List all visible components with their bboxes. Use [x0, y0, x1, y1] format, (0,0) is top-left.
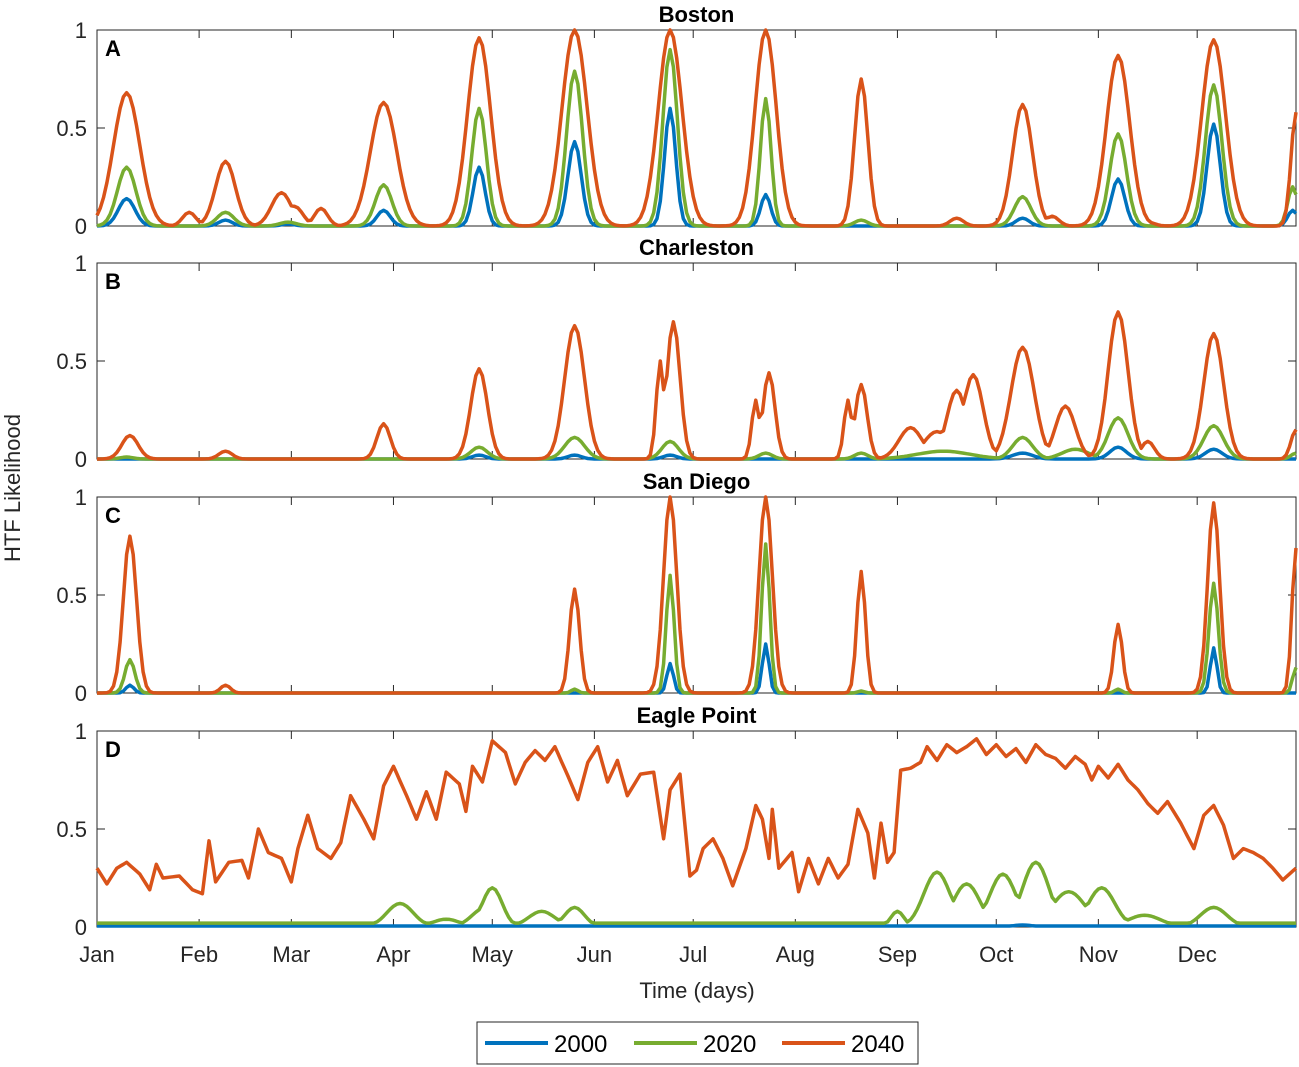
x-tick-label: Jul: [679, 942, 707, 967]
x-tick-label: Mar: [272, 942, 310, 967]
panel-letter: C: [105, 503, 121, 528]
panel-B: 0 0.5 1 Charleston B: [56, 235, 1298, 472]
panel-title: Eagle Point: [637, 703, 757, 728]
y-tick-label: 1: [75, 485, 87, 510]
x-tick-label: Apr: [376, 942, 410, 967]
series-line-2020: [97, 860, 1296, 925]
legend: 2000 2020 2040: [476, 1021, 919, 1065]
x-tick-label: Feb: [180, 942, 218, 967]
axes-box: [96, 496, 1297, 694]
x-tick-label: Dec: [1178, 942, 1217, 967]
y-tick-label: 0.5: [56, 817, 87, 842]
x-tick-label: Sep: [878, 942, 917, 967]
x-tick-label: Nov: [1079, 942, 1118, 967]
panel-D: 0 0.5 1 Eagle Point D Jan Feb Mar Apr May Jun Jul Au…: [56, 703, 1298, 967]
panel-A: 0 0.5 1 Boston A: [56, 2, 1298, 239]
y-tick-label: 1: [75, 18, 87, 43]
x-tick-label: Oct: [979, 942, 1013, 967]
y-tick-label: 1: [75, 251, 87, 276]
panel-title: San Diego: [643, 469, 751, 494]
panels-group: 0 0.5 1 Boston A 0 0.5 1 Charleston B 0 0.5 1 San Die…: [56, 2, 1298, 967]
x-tick-label: Jan: [79, 942, 114, 967]
axes-box: [96, 262, 1297, 460]
panel-letter: A: [105, 36, 121, 61]
series-line-2020: [97, 416, 1297, 461]
series-line-2000: [97, 642, 1296, 695]
y-tick-label: 0: [75, 447, 87, 472]
series-line-2000: [97, 923, 1296, 928]
panel-title: Boston: [659, 2, 735, 27]
panel-letter: D: [105, 737, 121, 762]
x-tick-label: Jun: [577, 942, 612, 967]
y-tick-label: 0: [75, 681, 87, 706]
panel-C: 0 0.5 1 San Diego C: [56, 469, 1298, 706]
series-line-2020: [96, 47, 1298, 228]
series-line-2040: [97, 310, 1298, 461]
y-tick-label: 0: [75, 915, 87, 940]
series-line-2040: [97, 495, 1298, 695]
legend-label-2000: 2000: [554, 1031, 607, 1058]
x-tick-label: May: [471, 942, 513, 967]
x-axis-label: Time (days): [639, 978, 754, 1003]
series-line-2040: [95, 737, 1298, 896]
y-tick-label: 0: [75, 214, 87, 239]
series-line-2020: [97, 542, 1298, 695]
y-tick-label: 0.5: [56, 116, 87, 141]
panel-title: Charleston: [639, 235, 754, 260]
series-line-2040: [95, 28, 1298, 228]
y-axis-label: HTF Likelihood: [0, 414, 25, 562]
axes-box: [96, 730, 1297, 928]
y-tick-label: 1: [75, 719, 87, 744]
panel-letter: B: [105, 269, 121, 294]
legend-label-2020: 2020: [703, 1031, 756, 1058]
y-tick-label: 0.5: [56, 349, 87, 374]
x-tick-label: Aug: [776, 942, 815, 967]
legend-label-2040: 2040: [851, 1031, 904, 1058]
y-tick-label: 0.5: [56, 583, 87, 608]
